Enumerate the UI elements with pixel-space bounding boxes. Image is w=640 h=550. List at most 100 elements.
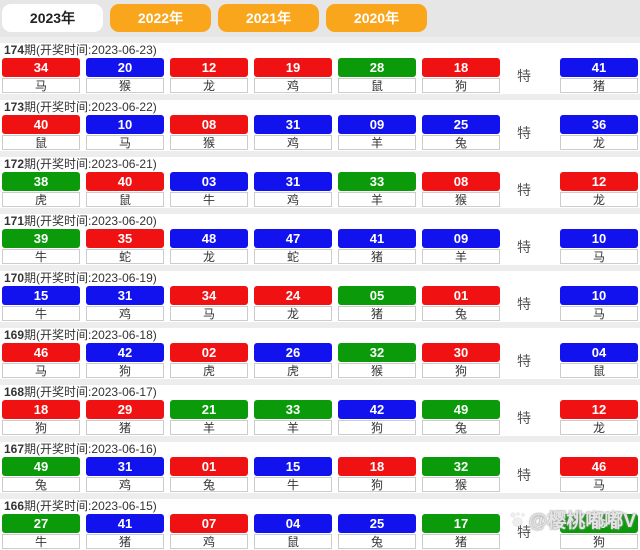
zodiac-label: 龙: [170, 249, 248, 264]
ball-chip: 31: [86, 286, 164, 305]
zodiac-label: 虎: [2, 192, 80, 207]
period-suffix: 期: [24, 214, 37, 228]
ball-column: 04 鼠: [254, 514, 332, 549]
zodiac-label: 狗: [422, 78, 500, 93]
period-number: 166: [4, 499, 25, 513]
ball-column: 08 猴: [170, 115, 248, 150]
tab-year-2020[interactable]: 2020年: [326, 4, 427, 32]
ball-column: 29 猪: [86, 400, 164, 435]
ball-column: 33 羊: [338, 172, 416, 207]
ball-column: 48 龙: [170, 229, 248, 264]
draw-time-open: (开奖时间:: [36, 214, 92, 228]
zodiac-label: 鸡: [254, 192, 332, 207]
draw-results-list: 174期(开奖时间:2023-06-23) 34 马 20 猴 12 龙 19 鸡 28 鼠 18 狗特…: [0, 37, 640, 550]
ball-chip: 10: [86, 115, 164, 134]
draw-row: 174期(开奖时间:2023-06-23) 34 马 20 猴 12 龙 19 鸡 28 鼠 18 狗特…: [0, 37, 640, 94]
draw-row: 167期(开奖时间:2023-06-16) 49 兔 31 鸡 01 兔 15 牛 18 狗 32 猴特…: [0, 436, 640, 493]
draw-time-close: ): [152, 100, 157, 114]
special-ball-chip: 04: [560, 343, 638, 362]
ball-chip: 33: [338, 172, 416, 191]
special-ball-column: 10 马: [560, 229, 638, 264]
special-ball-chip: 36: [560, 115, 638, 134]
draw-time-open: (开奖时间:: [36, 43, 92, 57]
zodiac-label: 虎: [254, 363, 332, 378]
ball-chip: 01: [422, 286, 500, 305]
ball-column: 38 虎: [2, 172, 80, 207]
ball-chip: 39: [2, 229, 80, 248]
ball-chip: 49: [422, 400, 500, 419]
ball-chip: 29: [86, 400, 164, 419]
ball-chip: 41: [86, 514, 164, 533]
special-label: 特: [517, 125, 531, 141]
ball-column: 31 鸡: [86, 457, 164, 492]
ball-chip: 32: [422, 457, 500, 476]
ball-chip: 24: [254, 286, 332, 305]
zodiac-label: 牛: [2, 306, 80, 321]
draw-date: 2023-06-19: [91, 271, 153, 285]
special-zodiac-label: 狗: [560, 534, 638, 549]
ball-chip: 28: [338, 58, 416, 77]
ball-column: 01 兔: [170, 457, 248, 492]
special-ball-chip: 10: [560, 229, 638, 248]
ball-column: 07 鸡: [170, 514, 248, 549]
ball-column: 49 兔: [2, 457, 80, 492]
row-separator: [0, 379, 640, 385]
draw-time-open: (开奖时间:: [36, 499, 92, 513]
zodiac-label: 牛: [2, 249, 80, 264]
draw-row: 173期(开奖时间:2023-06-22) 40 鼠 10 马 08 猴 31 鸡 09 羊 25 兔特…: [0, 94, 640, 151]
special-zodiac-label: 龙: [560, 135, 638, 150]
ball-chip: 34: [2, 58, 80, 77]
ball-chip: 47: [254, 229, 332, 248]
zodiac-label: 猴: [86, 78, 164, 93]
zodiac-label: 兔: [2, 477, 80, 492]
ball-chip: 15: [254, 457, 332, 476]
draw-row: 171期(开奖时间:2023-06-20) 39 牛 35 蛇 48 龙 47 蛇 41 猪 09 羊特…: [0, 208, 640, 265]
period-number: 169: [4, 328, 25, 342]
special-zodiac-label: 鼠: [560, 363, 638, 378]
draw-time-close: ): [152, 271, 157, 285]
special-ball-column: 36 龙: [560, 115, 638, 150]
ball-column: 40 鼠: [2, 115, 80, 150]
period-number: 170: [4, 271, 25, 285]
ball-column: 02 虎: [170, 343, 248, 378]
ball-column: 41 猪: [86, 514, 164, 549]
row-separator: [0, 151, 640, 157]
ball-chip: 42: [86, 343, 164, 362]
zodiac-label: 牛: [2, 534, 80, 549]
tab-year-2022[interactable]: 2022年: [110, 4, 211, 32]
zodiac-label: 鸡: [170, 534, 248, 549]
ball-column: 41 猪: [338, 229, 416, 264]
draw-time-open: (开奖时间:: [36, 100, 92, 114]
zodiac-label: 狗: [338, 477, 416, 492]
zodiac-label: 猪: [86, 534, 164, 549]
zodiac-label: 狗: [422, 363, 500, 378]
ball-chip: 17: [422, 514, 500, 533]
ball-column: 25 兔: [422, 115, 500, 150]
special-label: 特: [517, 182, 531, 198]
ball-column: 10 马: [86, 115, 164, 150]
ball-chip: 12: [170, 58, 248, 77]
period-header: 173期(开奖时间:2023-06-22): [0, 100, 640, 115]
special-ball-column: 06 狗: [560, 514, 638, 549]
ball-chip: 19: [254, 58, 332, 77]
row-separator: [0, 493, 640, 499]
ball-chip: 15: [2, 286, 80, 305]
special-ball-chip: 41: [560, 58, 638, 77]
balls-row: 49 兔 31 鸡 01 兔 15 牛 18 狗 32 猴特 46 马: [0, 457, 640, 493]
special-label: 特: [517, 296, 531, 312]
zodiac-label: 马: [2, 78, 80, 93]
tab-year-2023[interactable]: 2023年: [2, 4, 103, 32]
tab-year-2021[interactable]: 2021年: [218, 4, 319, 32]
ball-column: 27 牛: [2, 514, 80, 549]
ball-column: 19 鸡: [254, 58, 332, 93]
period-header: 167期(开奖时间:2023-06-16): [0, 442, 640, 457]
special-zodiac-label: 龙: [560, 420, 638, 435]
balls-row: 40 鼠 10 马 08 猴 31 鸡 09 羊 25 兔特 36 龙: [0, 115, 640, 151]
draw-date: 2023-06-15: [91, 499, 153, 513]
zodiac-label: 鸡: [254, 135, 332, 150]
row-separator: [0, 265, 640, 271]
special-ball-column: 41 猪: [560, 58, 638, 93]
draw-row: 169期(开奖时间:2023-06-18) 46 马 42 狗 02 虎 26 虎 32 猴 30 狗特…: [0, 322, 640, 379]
ball-column: 01 兔: [422, 286, 500, 321]
ball-chip: 07: [170, 514, 248, 533]
